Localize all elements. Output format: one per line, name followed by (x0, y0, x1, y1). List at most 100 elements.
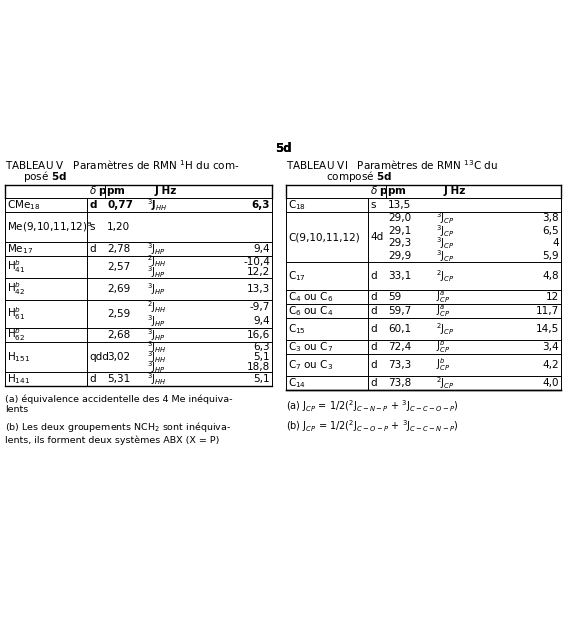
Text: $^2$J$_{CP}$: $^2$J$_{CP}$ (436, 375, 454, 391)
Text: CMe$_{18}$: CMe$_{18}$ (7, 198, 40, 212)
Text: 2,78: 2,78 (107, 244, 130, 254)
Text: 29,3: 29,3 (388, 238, 411, 248)
Text: 0,77: 0,77 (107, 200, 133, 210)
Text: C$_{14}$: C$_{14}$ (288, 376, 306, 390)
Text: $^3$J$_{HH}$: $^3$J$_{HH}$ (147, 349, 167, 365)
Text: -9,7: -9,7 (250, 302, 270, 312)
Text: 4,8: 4,8 (542, 271, 559, 281)
Text: -10,4: -10,4 (243, 256, 270, 266)
Text: 2,59: 2,59 (107, 309, 130, 319)
Text: $^3$J$_{CP}$: $^3$J$_{CP}$ (436, 210, 454, 226)
Text: posé $\mathbf{5d}$: posé $\mathbf{5d}$ (23, 169, 67, 184)
Text: C$_7$ ou C$_3$: C$_7$ ou C$_3$ (288, 358, 333, 372)
Text: 16,6: 16,6 (247, 330, 270, 340)
Text: 9,4: 9,4 (254, 244, 270, 254)
Text: 6,5: 6,5 (542, 225, 559, 236)
Text: 72,4: 72,4 (388, 342, 411, 352)
Text: 2,57: 2,57 (107, 262, 130, 272)
Text: J$^a_{CP}$: J$^a_{CP}$ (436, 303, 451, 318)
Text: 3,4: 3,4 (542, 342, 559, 352)
Text: $^3$J$_{HP}$: $^3$J$_{HP}$ (147, 359, 166, 375)
Text: $^2$J$_{HH}$: $^2$J$_{HH}$ (147, 254, 167, 269)
Text: 5,1: 5,1 (254, 352, 270, 362)
Text: J Hz: J Hz (444, 187, 466, 197)
Text: C(9,10,11,12): C(9,10,11,12) (288, 232, 360, 242)
Text: $^3$J$_{CP}$: $^3$J$_{CP}$ (436, 236, 454, 251)
Text: TABLEAU VI   Paramètres de RMN $^{13}$C du: TABLEAU VI Paramètres de RMN $^{13}$C du (286, 158, 498, 172)
Text: $^3$J$_{HH}$: $^3$J$_{HH}$ (147, 197, 168, 213)
Text: 4,0: 4,0 (542, 378, 559, 388)
Text: J Hz: J Hz (155, 187, 177, 197)
Text: (a) J$_{CP}$ = 1/2($^2$J$_{C-N-P}$ + $^3$J$_{C-C-O-P}$): (a) J$_{CP}$ = 1/2($^2$J$_{C-N-P}$ + $^3… (286, 398, 458, 414)
Text: 73,8: 73,8 (388, 378, 411, 388)
Text: 5,9: 5,9 (542, 251, 559, 261)
Text: 29,0: 29,0 (388, 214, 411, 223)
Text: s: s (89, 222, 95, 232)
Text: $^3$J$_{CP}$: $^3$J$_{CP}$ (436, 223, 454, 239)
Text: 5d: 5d (275, 141, 291, 154)
Text: 5,1: 5,1 (254, 374, 270, 384)
Text: 5d: 5d (275, 141, 291, 154)
Text: $^3$J$_{HP}$: $^3$J$_{HP}$ (147, 313, 166, 329)
Text: $^3$J$_{HH}$: $^3$J$_{HH}$ (147, 339, 167, 355)
Text: $^2$J$_{HH}$: $^2$J$_{HH}$ (147, 299, 167, 315)
Text: 18,8: 18,8 (247, 362, 270, 372)
Text: TABLEAU V   Paramètres de RMN $^1$H du com-: TABLEAU V Paramètres de RMN $^1$H du com… (5, 158, 239, 172)
Text: (b) J$_{CP}$ = 1/2($^2$J$_{C-O-P}$ + $^3$J$_{C-C-N-P}$): (b) J$_{CP}$ = 1/2($^2$J$_{C-O-P}$ + $^3… (286, 418, 459, 434)
Text: d: d (370, 306, 376, 316)
Text: 59,7: 59,7 (388, 306, 411, 316)
Text: C$_{15}$: C$_{15}$ (288, 322, 306, 336)
Text: 33,1: 33,1 (388, 271, 411, 281)
Text: $^3$J$_{HH}$: $^3$J$_{HH}$ (147, 371, 167, 387)
Text: (a) équivalence accidentelle des 4 Me inéquiva-
lents: (a) équivalence accidentelle des 4 Me in… (5, 394, 233, 414)
Text: H$_{151}$: H$_{151}$ (7, 350, 30, 364)
Text: d: d (89, 374, 96, 384)
Text: C$_6$ ou C$_4$: C$_6$ ou C$_4$ (288, 304, 333, 318)
Text: 4: 4 (552, 238, 559, 248)
Text: d: d (89, 200, 96, 210)
Text: 59: 59 (388, 292, 401, 302)
Text: 14,5: 14,5 (536, 324, 559, 334)
Text: 6,3: 6,3 (254, 342, 270, 352)
Text: H$^b_{42}$: H$^b_{42}$ (7, 281, 25, 298)
Text: 6,3: 6,3 (251, 200, 270, 210)
Text: $^3$J$_{HP}$: $^3$J$_{HP}$ (147, 241, 166, 257)
Text: J$^a_{CP}$: J$^a_{CP}$ (436, 290, 451, 305)
Text: qdd: qdd (89, 352, 109, 362)
Text: 9,4: 9,4 (254, 316, 270, 326)
Text: C$_{17}$: C$_{17}$ (288, 269, 306, 283)
Text: Me(9,10,11,12)$^a$: Me(9,10,11,12)$^a$ (7, 220, 93, 234)
Text: 3,02: 3,02 (107, 352, 130, 362)
Text: C$_4$ ou C$_6$: C$_4$ ou C$_6$ (288, 290, 333, 304)
Text: 4d: 4d (370, 232, 383, 242)
Text: 73,3: 73,3 (388, 360, 411, 370)
Text: 29,9: 29,9 (388, 251, 411, 261)
Text: d: d (370, 324, 376, 334)
Text: 29,1: 29,1 (388, 225, 411, 236)
Text: $\delta$ ppm: $\delta$ ppm (370, 185, 407, 198)
Text: $\delta$ ppm: $\delta$ ppm (89, 185, 126, 198)
Text: H$^b_{41}$: H$^b_{41}$ (7, 259, 25, 276)
Text: s: s (370, 200, 375, 210)
Text: $^3$J$_{CP}$: $^3$J$_{CP}$ (436, 248, 454, 264)
Text: (b) Les deux groupements NCH$_2$ sont inéquiva-
lents, ils forment deux systèmes: (b) Les deux groupements NCH$_2$ sont in… (5, 420, 231, 445)
Text: 2,69: 2,69 (107, 284, 130, 294)
Text: 4,2: 4,2 (542, 360, 559, 370)
Text: $^3$J$_{HP}$: $^3$J$_{HP}$ (147, 327, 166, 343)
Text: 12: 12 (546, 292, 559, 302)
Text: 60,1: 60,1 (388, 324, 411, 334)
Text: d: d (370, 378, 376, 388)
Text: C$_3$ ou C$_7$: C$_3$ ou C$_7$ (288, 340, 333, 354)
Text: 2,68: 2,68 (107, 330, 130, 340)
Text: 3,8: 3,8 (542, 214, 559, 223)
Text: J$^b_{CP}$: J$^b_{CP}$ (436, 357, 451, 374)
Text: H$_{141}$: H$_{141}$ (7, 372, 30, 386)
Text: $^2$J$_{CP}$: $^2$J$_{CP}$ (436, 321, 454, 337)
Text: H$^b_{62}$: H$^b_{62}$ (7, 327, 25, 344)
Text: composé $\mathbf{5d}$: composé $\mathbf{5d}$ (326, 169, 392, 184)
Text: 11,7: 11,7 (536, 306, 559, 316)
Text: C$_{18}$: C$_{18}$ (288, 198, 306, 212)
Text: 5,31: 5,31 (107, 374, 130, 384)
Text: $^2$J$_{CP}$: $^2$J$_{CP}$ (436, 268, 454, 284)
Text: Me$_{17}$: Me$_{17}$ (7, 242, 33, 256)
